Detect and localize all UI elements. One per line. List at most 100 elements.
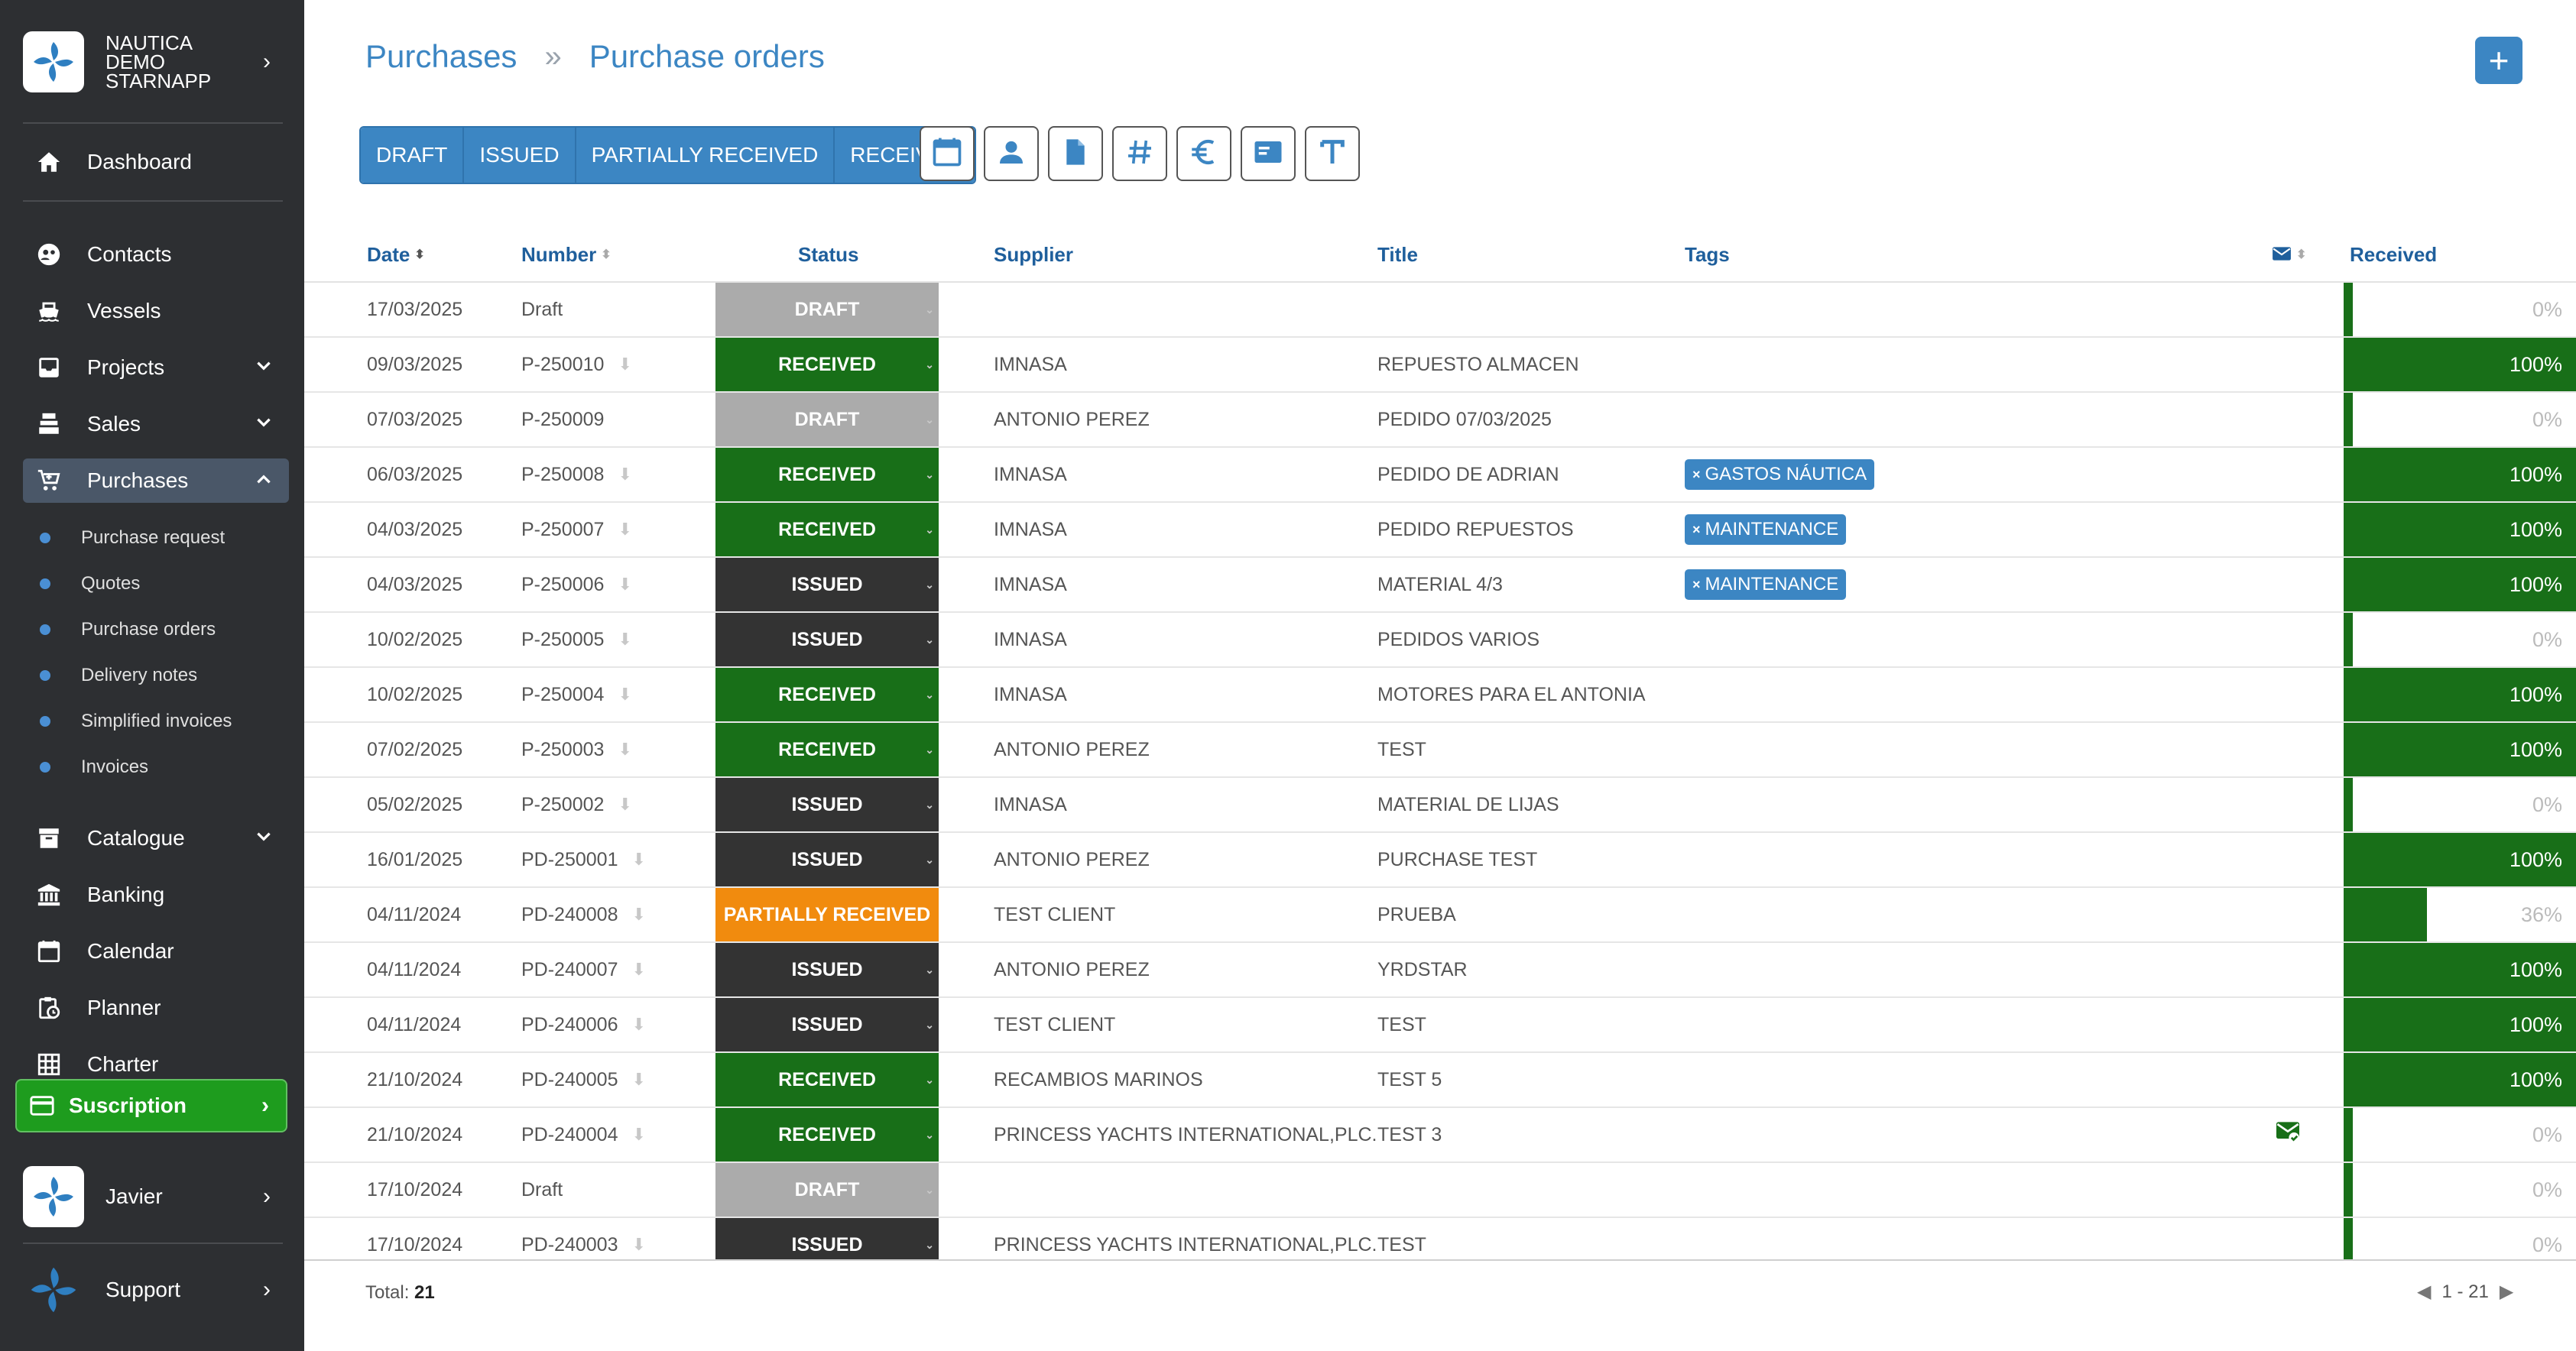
status-badge[interactable]: RECEIVED ⌄ [715, 338, 939, 391]
sub-simplified-invoices[interactable]: Simplified invoices [40, 706, 232, 737]
status-badge[interactable]: RECEIVED ⌄ [715, 668, 939, 721]
nav-contacts[interactable]: Contacts [23, 232, 289, 277]
remove-tag-icon[interactable]: × [1692, 576, 1701, 592]
sub-purchase-request[interactable]: Purchase request [40, 523, 225, 553]
received-percent: 0% [2532, 627, 2562, 651]
status-badge[interactable]: ISSUED ⌄ [715, 833, 939, 886]
filter-draft[interactable]: DRAFT [361, 128, 465, 183]
table-row[interactable]: 21/10/2024 PD-240005 ⬇ RECEIVED ⌄ RECAMBIOS M… [304, 1053, 2576, 1108]
filter-amount-button[interactable] [1176, 126, 1231, 181]
filter-payment-button[interactable] [1241, 126, 1296, 181]
download-icon[interactable]: ⬇ [618, 795, 632, 814]
download-icon[interactable]: ⬇ [618, 685, 632, 704]
status-badge[interactable]: DRAFT ⌄ [715, 393, 939, 446]
status-badge[interactable]: DRAFT ⌄ [715, 1163, 939, 1217]
download-icon[interactable]: ⬇ [618, 740, 632, 759]
col-number[interactable]: Number ⬍ [521, 243, 612, 267]
table-row[interactable]: 04/03/2025 P-250006 ⬇ ISSUED ⌄ IMNASA MATERIAL… [304, 558, 2576, 613]
table-row[interactable]: 07/02/2025 P-250003 ⬇ RECEIVED ⌄ ANTONIO PERE… [304, 723, 2576, 778]
status-badge[interactable]: ISSUED ⌄ [715, 1218, 939, 1259]
suscription-button[interactable]: Suscription › [15, 1079, 287, 1132]
status-badge[interactable]: ISSUED ⌄ [715, 613, 939, 666]
nav-purchases[interactable]: Purchases [23, 458, 289, 503]
remove-tag-icon[interactable]: × [1692, 466, 1701, 482]
tag-chip[interactable]: × GASTOS NÁUTICA [1685, 459, 1875, 490]
user-menu[interactable]: Javier › [23, 1165, 283, 1229]
add-purchase-order-button[interactable]: + [2475, 37, 2522, 84]
download-icon[interactable]: ⬇ [618, 520, 632, 539]
sub-invoices[interactable]: Invoices [40, 752, 148, 782]
table-row[interactable]: 09/03/2025 P-250010 ⬇ RECEIVED ⌄ IMNASA REPUES… [304, 338, 2576, 393]
cell-number: Draft [521, 1163, 563, 1217]
table-row[interactable]: 04/11/2024 PD-240006 ⬇ ISSUED ⌄ TEST CLIENT TE… [304, 998, 2576, 1053]
filter-number-button[interactable] [1112, 126, 1167, 181]
download-icon[interactable]: ⬇ [631, 1015, 646, 1034]
chevron-down-icon: ⌄ [925, 358, 934, 371]
status-badge[interactable]: DRAFT ⌄ [715, 283, 939, 336]
download-icon[interactable]: ⬇ [618, 355, 632, 374]
breadcrumb-purchases[interactable]: Purchases [365, 38, 517, 74]
filter-document-button[interactable] [1048, 126, 1103, 181]
table-row[interactable]: 21/10/2024 PD-240004 ⬇ RECEIVED ⌄ PRINCESS YA… [304, 1108, 2576, 1163]
support-menu[interactable]: Support › [23, 1258, 283, 1322]
filter-contact-button[interactable] [984, 126, 1039, 181]
mail-sent-icon[interactable] [2275, 1121, 2301, 1149]
tag-chip[interactable]: × MAINTENANCE [1685, 514, 1847, 545]
next-page-icon[interactable]: ▶ [2499, 1281, 2514, 1302]
status-badge[interactable]: PARTIALLY RECEIVED [715, 888, 939, 941]
status-badge[interactable]: RECEIVED ⌄ [715, 1108, 939, 1161]
sub-purchase-orders[interactable]: Purchase orders [40, 614, 216, 645]
remove-tag-icon[interactable]: × [1692, 521, 1701, 537]
nav-calendar[interactable]: Calendar [23, 929, 289, 974]
tag-chip[interactable]: × MAINTENANCE [1685, 569, 1847, 600]
table-row[interactable]: 10/02/2025 P-250005 ⬇ ISSUED ⌄ IMNASA PEDIDOS … [304, 613, 2576, 668]
nav-sales[interactable]: Sales [23, 402, 289, 446]
download-icon[interactable]: ⬇ [631, 1125, 646, 1144]
status-badge[interactable]: ISSUED ⌄ [715, 998, 939, 1051]
download-icon[interactable]: ⬇ [631, 905, 646, 924]
nav-charter[interactable]: Charter [23, 1042, 289, 1087]
download-icon[interactable]: ⬇ [631, 850, 646, 869]
table-row[interactable]: 17/03/2025 Draft DRAFT ⌄ 0% [304, 283, 2576, 338]
filter-text-button[interactable] [1305, 126, 1360, 181]
col-mail[interactable]: ⬍ [2272, 243, 2306, 267]
table-row[interactable]: 17/10/2024 PD-240003 ⬇ ISSUED ⌄ PRINCESS YACH… [304, 1218, 2576, 1259]
status-badge[interactable]: RECEIVED ⌄ [715, 448, 939, 501]
download-icon[interactable]: ⬇ [618, 630, 632, 649]
prev-page-icon[interactable]: ◀ [2417, 1281, 2432, 1302]
nav-projects[interactable]: Projects [23, 345, 289, 390]
org-switcher[interactable]: NAUTICA DEMO STARNAPP › [23, 28, 283, 96]
download-icon[interactable]: ⬇ [631, 1235, 646, 1254]
table-row[interactable]: 06/03/2025 P-250008 ⬇ RECEIVED ⌄ IMNASA PEDIDO… [304, 448, 2576, 503]
download-icon[interactable]: ⬇ [631, 1070, 646, 1089]
download-icon[interactable]: ⬇ [618, 465, 632, 484]
nav-planner[interactable]: Planner [23, 986, 289, 1030]
filter-date-button[interactable] [920, 126, 975, 181]
nav-vessels[interactable]: Vessels [23, 289, 289, 333]
col-date[interactable]: Date ⬍ [367, 243, 425, 267]
nav-dashboard[interactable]: Dashboard [23, 140, 289, 184]
nav-catalogue[interactable]: Catalogue [23, 816, 289, 860]
filter-issued[interactable]: ISSUED [464, 128, 576, 183]
table-row[interactable]: 04/11/2024 PD-240007 ⬇ ISSUED ⌄ ANTONIO PEREZ… [304, 943, 2576, 998]
status-badge[interactable]: ISSUED ⌄ [715, 558, 939, 611]
nav-banking[interactable]: Banking [23, 873, 289, 917]
status-badge[interactable]: RECEIVED ⌄ [715, 1053, 939, 1106]
sub-quotes[interactable]: Quotes [40, 569, 140, 599]
table-row[interactable]: 16/01/2025 PD-250001 ⬇ ISSUED ⌄ ANTONIO PEREZ… [304, 833, 2576, 888]
download-icon[interactable]: ⬇ [631, 960, 646, 979]
status-badge[interactable]: RECEIVED ⌄ [715, 503, 939, 556]
status-badge[interactable]: ISSUED ⌄ [715, 943, 939, 996]
status-badge[interactable]: ISSUED ⌄ [715, 778, 939, 831]
table-row[interactable]: 17/10/2024 Draft DRAFT ⌄ 0% [304, 1163, 2576, 1218]
status-badge[interactable]: RECEIVED ⌄ [715, 723, 939, 776]
table-row[interactable]: 04/03/2025 P-250007 ⬇ RECEIVED ⌄ IMNASA PEDIDO… [304, 503, 2576, 558]
table-row[interactable]: 10/02/2025 P-250004 ⬇ RECEIVED ⌄ IMNASA MOTORE… [304, 668, 2576, 723]
received-bar [2344, 1218, 2353, 1259]
filter-partially-received[interactable]: PARTIALLY RECEIVED [576, 128, 835, 183]
sub-delivery-notes[interactable]: Delivery notes [40, 660, 197, 691]
table-row[interactable]: 07/03/2025 P-250009 DRAFT ⌄ ANTONIO PEREZ PED… [304, 393, 2576, 448]
download-icon[interactable]: ⬇ [618, 575, 632, 594]
table-row[interactable]: 04/11/2024 PD-240008 ⬇ PARTIALLY RECEIVED TE… [304, 888, 2576, 943]
table-row[interactable]: 05/02/2025 P-250002 ⬇ ISSUED ⌄ IMNASA MATERIAL… [304, 778, 2576, 833]
